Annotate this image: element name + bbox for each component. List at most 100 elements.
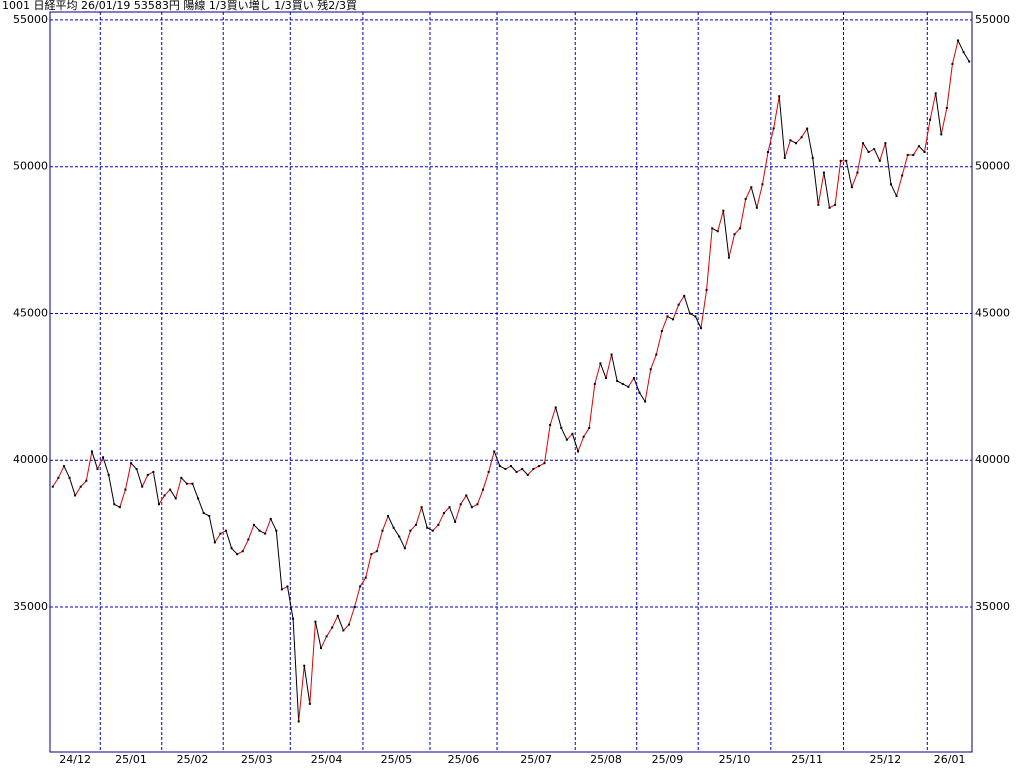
point-marker	[409, 529, 412, 532]
point-marker	[431, 529, 434, 532]
point-marker	[420, 506, 423, 509]
line-segment	[74, 486, 82, 496]
point-marker	[57, 476, 60, 479]
line-segment	[778, 96, 786, 158]
line-segment	[275, 530, 283, 590]
point-marker	[588, 426, 591, 429]
point-marker	[895, 195, 898, 198]
point-marker	[398, 535, 401, 538]
line-segment	[700, 289, 708, 329]
point-marker	[515, 470, 518, 473]
point-marker	[560, 426, 563, 429]
line-segment	[382, 515, 389, 531]
line-segment	[605, 354, 613, 379]
line-segment	[879, 143, 886, 161]
line-segment	[286, 586, 294, 619]
point-marker	[610, 353, 613, 356]
point-marker	[577, 450, 580, 453]
point-marker	[381, 529, 384, 532]
line-segment	[303, 665, 311, 704]
point-marker	[839, 159, 842, 162]
point-marker	[370, 553, 373, 556]
x-tick-label: 25/11	[791, 753, 823, 766]
x-tick-label: 25/08	[590, 753, 622, 766]
point-marker	[247, 538, 250, 541]
point-marker	[727, 256, 730, 259]
point-marker	[280, 588, 283, 591]
point-marker	[806, 127, 809, 130]
point-marker	[403, 547, 406, 550]
point-marker	[85, 479, 88, 482]
x-tick-label: 25/01	[115, 753, 147, 766]
line-segment	[935, 93, 942, 135]
point-marker	[437, 523, 440, 526]
point-marker	[565, 438, 568, 441]
y-tick-label: 40000	[975, 453, 1010, 466]
y-tick-label: 35000	[975, 600, 1010, 613]
point-marker	[308, 702, 311, 705]
point-marker	[130, 462, 133, 465]
point-marker	[750, 186, 753, 189]
point-marker	[415, 523, 418, 526]
point-marker	[906, 153, 909, 156]
point-marker	[923, 151, 926, 154]
point-marker	[169, 488, 172, 491]
point-marker	[180, 476, 183, 479]
line-segment	[756, 184, 763, 208]
x-tick-label: 25/02	[177, 753, 209, 766]
line-segment	[192, 483, 199, 499]
point-marker	[292, 617, 295, 620]
point-marker	[627, 385, 630, 388]
line-segment	[465, 495, 473, 508]
point-marker	[968, 60, 971, 63]
point-marker	[772, 127, 775, 130]
point-marker	[314, 620, 317, 623]
y-tick-label: 55000	[975, 13, 1010, 26]
line-segment	[141, 474, 149, 487]
point-marker	[347, 623, 350, 626]
point-marker	[554, 406, 557, 409]
line-segment	[940, 107, 948, 135]
point-marker	[582, 435, 585, 438]
x-tick-label: 25/06	[448, 753, 480, 766]
y-tick-label: 55000	[13, 13, 48, 26]
line-segment	[549, 407, 557, 426]
point-marker	[426, 526, 429, 529]
point-marker	[303, 664, 306, 667]
point-marker	[325, 635, 328, 638]
line-segment	[951, 40, 959, 65]
line-segment	[884, 143, 892, 185]
point-marker	[230, 547, 233, 550]
line-segment	[761, 151, 769, 185]
point-marker	[74, 494, 77, 497]
point-marker	[945, 106, 948, 109]
line-segment	[298, 665, 305, 722]
line-segment	[739, 198, 747, 229]
point-marker	[884, 142, 887, 145]
point-marker	[571, 432, 574, 435]
point-marker	[800, 136, 803, 139]
line-segment	[661, 316, 668, 332]
point-marker	[951, 62, 954, 65]
point-marker	[789, 139, 792, 142]
line-segment	[314, 621, 322, 649]
line-segment	[320, 636, 328, 649]
line-segment	[678, 295, 685, 305]
x-tick-label: 25/07	[520, 753, 552, 766]
line-segment	[247, 524, 255, 540]
point-marker	[917, 145, 920, 148]
point-marker	[152, 470, 155, 473]
line-segment	[722, 210, 730, 258]
line-segment	[706, 228, 713, 291]
point-marker	[862, 142, 865, 145]
point-marker	[124, 488, 127, 491]
point-marker	[493, 450, 496, 453]
x-tick-label: 25/05	[381, 753, 413, 766]
line-segment	[750, 187, 758, 208]
line-segment	[912, 145, 920, 156]
line-segment	[639, 392, 646, 402]
line-segment	[108, 474, 115, 505]
point-marker	[146, 473, 149, 476]
point-marker	[660, 330, 663, 333]
point-marker	[185, 482, 188, 485]
